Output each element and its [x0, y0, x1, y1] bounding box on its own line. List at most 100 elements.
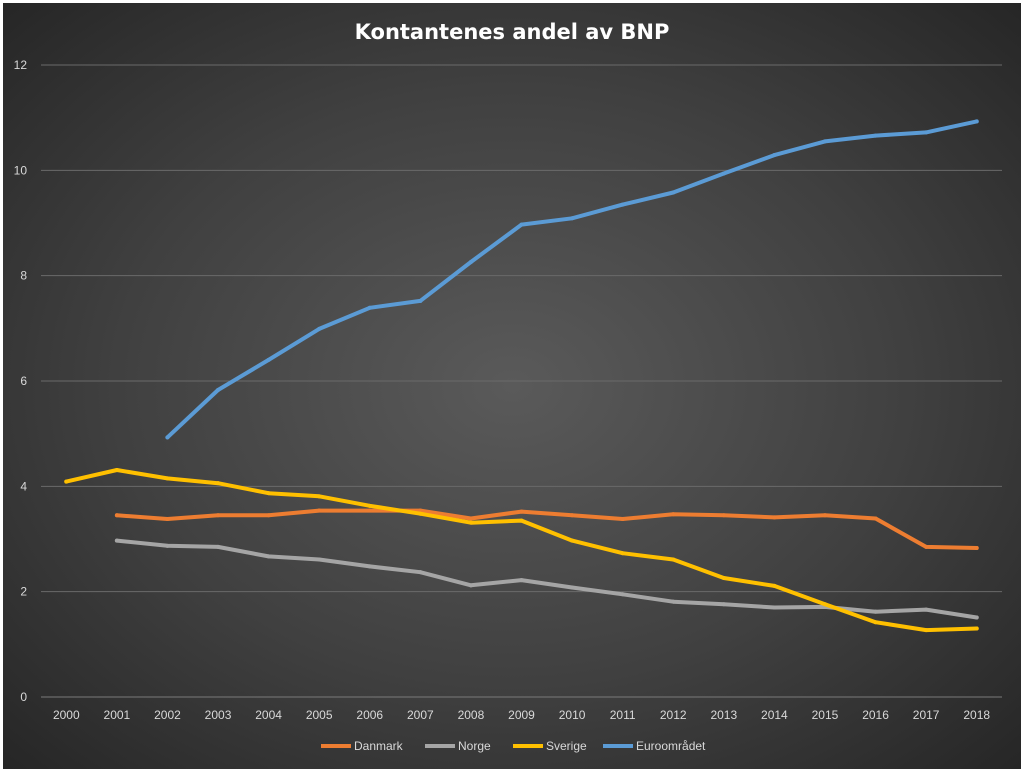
data-point [165, 516, 170, 521]
legend-label: Danmark [354, 739, 404, 753]
series-line-euroområdet [165, 119, 979, 440]
y-tick-label: 10 [14, 163, 28, 177]
x-tick-label: 2017 [913, 708, 940, 722]
data-point [721, 575, 726, 580]
data-point [974, 119, 979, 124]
data-point [620, 551, 625, 556]
data-point [822, 139, 827, 144]
chart-area: Kontantenes andel av BNP 0 2 4 6 8 10 12 2000 2… [3, 3, 1021, 769]
data-point [266, 554, 271, 559]
data-point [367, 305, 372, 310]
data-point [367, 503, 372, 508]
data-point [64, 479, 69, 484]
x-tick-label: 2014 [761, 708, 788, 722]
data-point [721, 513, 726, 518]
data-point [468, 259, 473, 264]
legend-label: Norge [458, 739, 491, 753]
x-tick-label: 2011 [610, 708, 636, 722]
series-line-danmark [114, 508, 979, 550]
data-point [772, 153, 777, 158]
data-point [317, 494, 322, 499]
data-point [822, 602, 827, 607]
data-point [671, 599, 676, 604]
data-point [924, 544, 929, 549]
data-point [165, 476, 170, 481]
x-axis-ticks: 2000 2001 2002 2003 2004 2005 2006 2007 2008 2009… [53, 708, 990, 722]
data-point [671, 512, 676, 517]
data-point [924, 130, 929, 135]
data-point [266, 491, 271, 496]
data-point [519, 578, 524, 583]
data-point [873, 609, 878, 614]
data-point [317, 326, 322, 331]
data-point [114, 513, 119, 518]
x-tick-label: 2001 [104, 708, 131, 722]
series-lines [64, 119, 979, 633]
y-tick-label: 4 [20, 479, 27, 493]
y-tick-label: 8 [20, 269, 27, 283]
data-point [671, 190, 676, 195]
line-chart: Kontantenes andel av BNP 0 2 4 6 8 10 12 2000 2… [14, 20, 1002, 753]
data-point [317, 557, 322, 562]
data-point [822, 513, 827, 518]
y-tick-label: 0 [20, 690, 27, 704]
x-tick-label: 2018 [963, 708, 990, 722]
data-point [974, 615, 979, 620]
legend-label: Euroområdet [636, 739, 706, 753]
data-point [570, 216, 575, 221]
y-tick-label: 6 [20, 374, 27, 388]
data-point [367, 564, 372, 569]
data-point [418, 511, 423, 516]
data-point [216, 481, 221, 486]
data-point [873, 620, 878, 625]
x-tick-label: 2008 [458, 708, 485, 722]
data-point [873, 133, 878, 138]
y-tick-label: 2 [20, 585, 27, 599]
data-point [367, 508, 372, 513]
data-point [772, 515, 777, 520]
x-tick-label: 2009 [508, 708, 535, 722]
legend: Danmark Norge Sverige Euroområdet [321, 739, 706, 753]
x-tick-label: 2000 [53, 708, 80, 722]
data-point [418, 298, 423, 303]
x-tick-label: 2002 [154, 708, 181, 722]
data-point [216, 387, 221, 392]
gridlines [41, 64, 1002, 698]
data-point [266, 357, 271, 362]
x-tick-label: 2012 [660, 708, 687, 722]
data-point [620, 516, 625, 521]
data-point [519, 222, 524, 227]
data-point [873, 516, 878, 521]
x-tick-label: 2006 [356, 708, 383, 722]
series-line-norge [114, 538, 979, 620]
data-point [468, 583, 473, 588]
data-point [974, 545, 979, 550]
series-line-sverige [64, 468, 979, 633]
data-point [114, 538, 119, 543]
x-tick-label: 2007 [407, 708, 434, 722]
data-point [216, 544, 221, 549]
data-point [570, 538, 575, 543]
x-tick-label: 2003 [205, 708, 232, 722]
data-point [519, 518, 524, 523]
x-tick-label: 2004 [255, 708, 282, 722]
data-point [772, 583, 777, 588]
x-tick-label: 2010 [559, 708, 586, 722]
data-point [721, 171, 726, 176]
data-point [671, 557, 676, 562]
data-point [519, 509, 524, 514]
data-point [924, 628, 929, 633]
x-tick-label: 2015 [812, 708, 839, 722]
data-point [570, 585, 575, 590]
y-tick-label: 12 [14, 58, 28, 72]
data-point [924, 607, 929, 612]
data-point [721, 602, 726, 607]
data-point [620, 202, 625, 207]
data-point [570, 513, 575, 518]
data-point [418, 570, 423, 575]
data-point [317, 508, 322, 513]
chart-title: Kontantenes andel av BNP [355, 20, 670, 44]
data-point [620, 592, 625, 597]
legend-label: Sverige [546, 739, 587, 753]
data-point [216, 513, 221, 518]
